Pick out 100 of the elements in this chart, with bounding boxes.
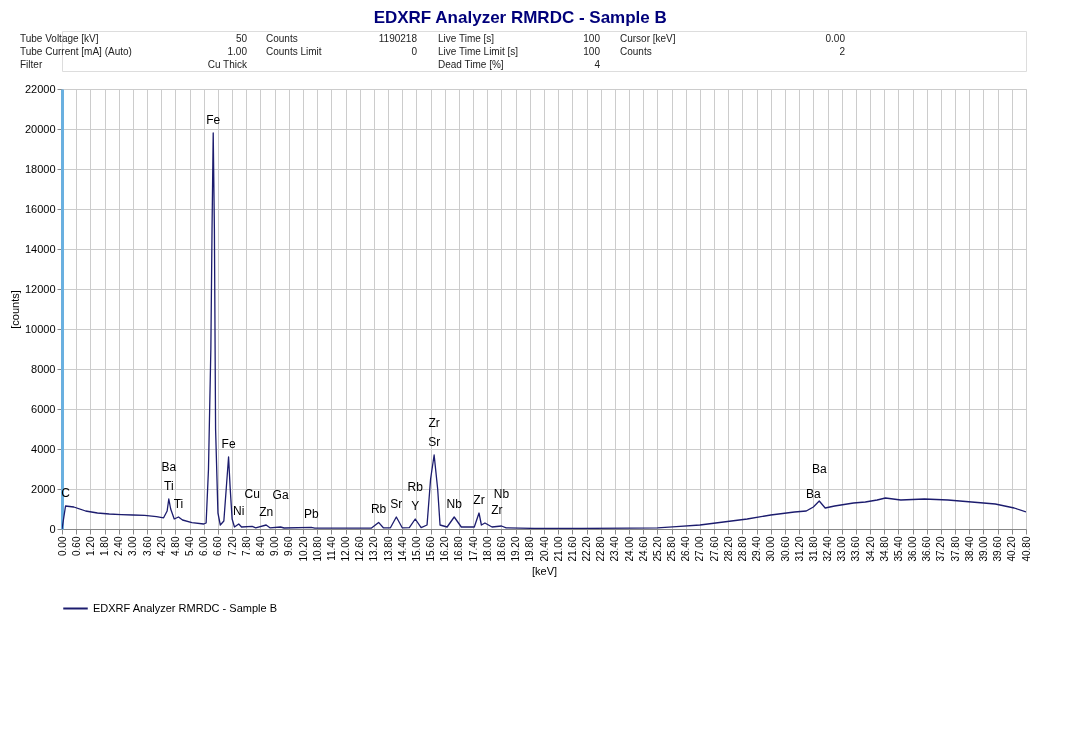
- x-tick-label: 14.40: [396, 536, 408, 562]
- x-tick-label: 30.60: [779, 536, 791, 562]
- legend-label: EDXRF Analyzer RMRDC - Sample B: [93, 601, 277, 614]
- x-tick-label: 12.00: [340, 536, 352, 562]
- annotation: Pb: [303, 507, 319, 522]
- x-tick-label: 26.40: [680, 536, 692, 562]
- y-tick-label: 18000: [24, 162, 56, 175]
- annotation: Ti: [164, 479, 174, 493]
- x-tick-label: 4.80: [169, 536, 181, 556]
- x-tick-label: 36.00: [907, 536, 919, 562]
- x-tick-label: 40.20: [1006, 536, 1018, 562]
- y-tick-label: 2000: [31, 482, 56, 495]
- text: 50: [235, 33, 248, 44]
- text: Tube Current [mA] (Auto): [20, 46, 132, 57]
- x-tick-label: 30.00: [765, 536, 777, 562]
- x-tick-label: 24.60: [637, 536, 649, 562]
- y-tick-label: 22000: [24, 82, 56, 95]
- y-tick-label: 16000: [24, 202, 56, 215]
- x-tick-label: 29.40: [751, 536, 763, 562]
- x-tick-label: 22.20: [581, 536, 593, 562]
- text: 1.00: [227, 46, 248, 57]
- text: 100: [583, 33, 601, 44]
- x-tick-label: 34.20: [864, 536, 876, 562]
- x-tick-label: 36.60: [921, 536, 933, 562]
- text: Counts: [266, 33, 298, 44]
- x-tick-label: 24.00: [623, 536, 635, 562]
- x-tick-label: 31.20: [793, 536, 805, 562]
- text: 1190218: [378, 33, 418, 44]
- x-tick-label: 15.00: [410, 536, 422, 562]
- x-tick-label: 18.00: [481, 536, 493, 562]
- text: Filter: [20, 59, 43, 70]
- x-tick-label: 16.20: [439, 536, 451, 562]
- x-tick-label: 15.60: [425, 536, 437, 562]
- x-tick-label: 19.80: [524, 536, 536, 562]
- y-tick-label: 12000: [24, 282, 56, 295]
- annotation: Ga: [272, 488, 289, 502]
- x-tick-label: 9.00: [269, 536, 281, 556]
- text: Live Time [s]: [438, 33, 495, 44]
- x-tick-label: 38.40: [963, 536, 975, 562]
- y-tick-label: 14000: [24, 242, 56, 255]
- x-tick-label: 28.80: [736, 536, 748, 562]
- y-tick-label: 20000: [24, 122, 56, 135]
- annotation: Ti: [173, 497, 184, 511]
- annotation: Nb: [446, 497, 463, 511]
- x-tick-label: 27.00: [694, 536, 706, 562]
- x-tick-label: 28.20: [722, 536, 734, 562]
- x-tick-label: 33.00: [836, 536, 848, 562]
- x-tick-label: 40.80: [1020, 536, 1032, 562]
- text: Cursor [keV]: [620, 33, 676, 44]
- annotation: Ba: [161, 460, 177, 474]
- x-axis-title: [keV]: [531, 564, 558, 577]
- annotation: Zr: [473, 493, 485, 507]
- text: 100: [583, 46, 601, 57]
- text: 2: [839, 46, 846, 57]
- x-tick-label: 7.20: [226, 536, 238, 556]
- y-tick-label: 4000: [31, 442, 56, 455]
- x-tick-label: 25.80: [666, 536, 678, 562]
- annotation: Fe: [206, 113, 221, 127]
- x-tick-label: 39.60: [992, 536, 1004, 562]
- x-tick-label: 10.80: [311, 536, 323, 562]
- x-tick-label: 34.80: [878, 536, 890, 562]
- x-tick-label: 17.40: [467, 536, 479, 562]
- annotation: Sr: [428, 435, 441, 449]
- x-tick-label: 25.20: [651, 536, 663, 562]
- x-tick-label: 32.40: [822, 536, 834, 562]
- text: Tube Voltage [kV]: [20, 33, 99, 44]
- x-tick-label: 2.40: [113, 536, 125, 556]
- annotation: Rb: [370, 502, 387, 517]
- annotation: Sr: [390, 497, 403, 511]
- y-tick-label: 10000: [24, 322, 56, 335]
- x-tick-label: 3.60: [141, 536, 153, 556]
- x-tick-label: 11.40: [325, 536, 337, 561]
- annotation: Zr: [428, 416, 440, 430]
- x-tick-label: 31.80: [807, 536, 819, 562]
- y-tick-label: 0: [49, 522, 56, 535]
- x-tick-label: 6.00: [198, 536, 210, 556]
- x-tick-label: 7.80: [240, 536, 252, 556]
- x-tick-label: 19.20: [510, 536, 522, 562]
- x-tick-label: 12.60: [354, 536, 366, 562]
- x-tick-label: 22.80: [595, 536, 607, 562]
- x-tick-label: 1.80: [99, 536, 111, 556]
- x-tick-label: 37.80: [949, 536, 961, 562]
- text: Dead Time [%]: [438, 59, 504, 70]
- x-tick-label: 8.40: [254, 536, 266, 556]
- x-tick-label: 33.60: [850, 536, 862, 562]
- x-tick-label: 18.60: [495, 536, 507, 562]
- chart-title: EDXRF Analyzer RMRDC - Sample B: [373, 7, 667, 27]
- annotation: Ni: [233, 504, 245, 518]
- y-axis-title: [counts]: [8, 290, 21, 329]
- x-tick-label: 10.20: [297, 536, 309, 562]
- text: 4: [594, 59, 601, 70]
- annotation: Nb: [493, 487, 510, 501]
- annotation: Ba: [806, 487, 822, 501]
- text: 0.00: [825, 33, 846, 44]
- text: Counts Limit: [266, 46, 322, 57]
- x-tick-label: 35.40: [892, 536, 904, 562]
- annotation: Zr: [491, 503, 503, 517]
- x-tick-label: 20.40: [538, 536, 550, 562]
- text: Live Time Limit [s]: [438, 46, 519, 57]
- x-tick-label: 0.60: [70, 536, 82, 556]
